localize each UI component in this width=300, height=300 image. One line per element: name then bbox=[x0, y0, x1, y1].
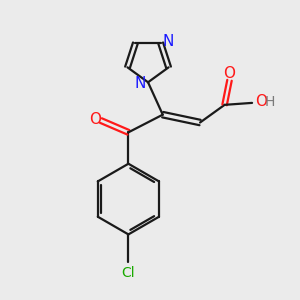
Text: N: N bbox=[163, 34, 174, 49]
Text: N: N bbox=[134, 76, 146, 91]
Text: O: O bbox=[224, 66, 236, 81]
Text: H: H bbox=[265, 95, 275, 109]
Text: O: O bbox=[89, 112, 101, 127]
Text: O: O bbox=[255, 94, 267, 110]
Text: Cl: Cl bbox=[122, 266, 135, 280]
